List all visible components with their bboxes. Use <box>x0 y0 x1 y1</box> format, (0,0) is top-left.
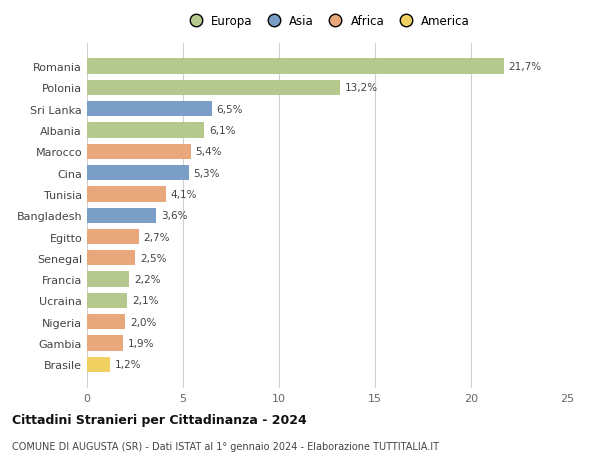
Bar <box>87 357 110 372</box>
Bar <box>87 59 503 74</box>
Text: 4,1%: 4,1% <box>170 190 197 200</box>
Text: 5,3%: 5,3% <box>194 168 220 178</box>
Text: Cittadini Stranieri per Cittadinanza - 2024: Cittadini Stranieri per Cittadinanza - 2… <box>12 413 307 426</box>
Text: 6,1%: 6,1% <box>209 126 235 136</box>
Bar <box>87 166 189 181</box>
Text: 1,2%: 1,2% <box>115 359 142 369</box>
Text: 2,7%: 2,7% <box>143 232 170 242</box>
Text: 5,4%: 5,4% <box>196 147 222 157</box>
Text: 2,5%: 2,5% <box>140 253 166 263</box>
Bar <box>87 208 156 224</box>
Bar <box>87 336 124 351</box>
Text: 3,6%: 3,6% <box>161 211 187 221</box>
Text: 21,7%: 21,7% <box>508 62 542 72</box>
Text: 2,2%: 2,2% <box>134 274 161 285</box>
Bar <box>87 251 135 266</box>
Bar <box>87 187 166 202</box>
Text: 6,5%: 6,5% <box>217 105 243 114</box>
Text: 2,0%: 2,0% <box>130 317 157 327</box>
Bar <box>87 230 139 245</box>
Bar <box>87 102 212 117</box>
Legend: Europa, Asia, Africa, America: Europa, Asia, Africa, America <box>179 10 475 32</box>
Bar <box>87 80 340 96</box>
Bar <box>87 293 127 308</box>
Text: 13,2%: 13,2% <box>345 83 379 93</box>
Bar <box>87 123 204 138</box>
Text: 1,9%: 1,9% <box>128 338 155 348</box>
Bar <box>87 314 125 330</box>
Bar <box>87 144 191 160</box>
Bar <box>87 272 129 287</box>
Text: COMUNE DI AUGUSTA (SR) - Dati ISTAT al 1° gennaio 2024 - Elaborazione TUTTITALIA: COMUNE DI AUGUSTA (SR) - Dati ISTAT al 1… <box>12 441 439 451</box>
Text: 2,1%: 2,1% <box>132 296 158 306</box>
